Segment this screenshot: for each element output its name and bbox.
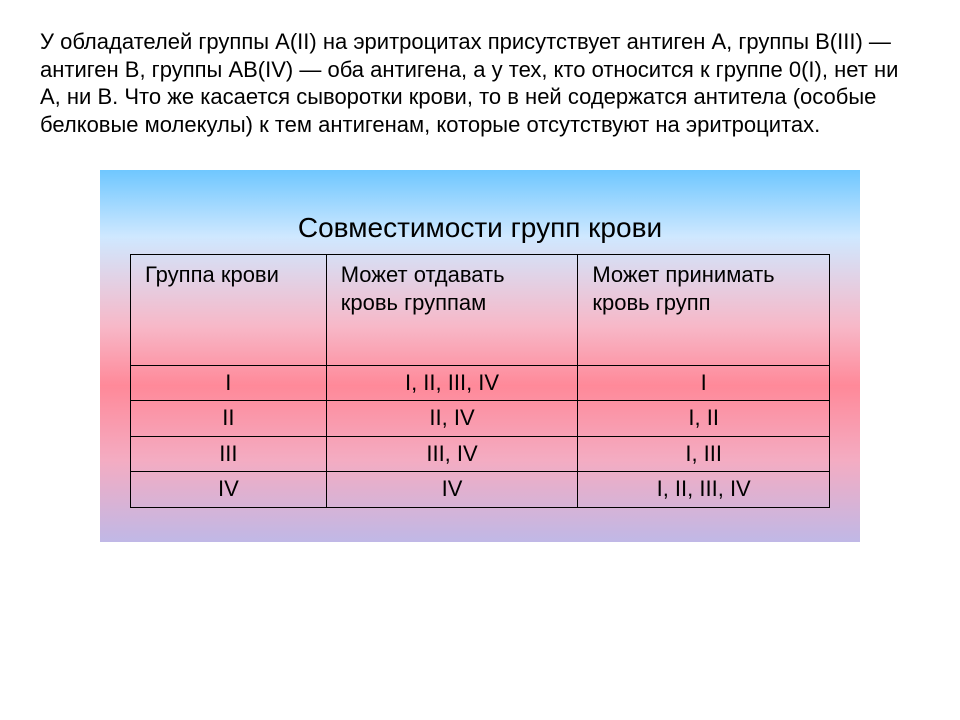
col-header-group: Группа крови	[131, 255, 327, 366]
table-row: I I, II, III, IV I	[131, 366, 830, 401]
cell-receive: I, III	[578, 436, 830, 471]
cell-group: I	[131, 366, 327, 401]
col-header-donate: Может отдавать кровь группам	[326, 255, 578, 366]
cell-receive: I	[578, 366, 830, 401]
intro-paragraph: У обладателей группы A(II) на эритроцита…	[40, 28, 920, 138]
cell-group: III	[131, 436, 327, 471]
cell-donate: II, IV	[326, 401, 578, 436]
compat-panel: Совместимости групп крови Группа крови М…	[100, 170, 860, 542]
table-row: II II, IV I, II	[131, 401, 830, 436]
cell-donate: IV	[326, 472, 578, 507]
col-header-receive: Может принимать кровь групп	[578, 255, 830, 366]
slide-page: У обладателей группы A(II) на эритроцита…	[0, 0, 960, 720]
compat-table: Группа крови Может отдавать кровь группа…	[130, 254, 830, 508]
cell-receive: I, II	[578, 401, 830, 436]
table-row: III III, IV I, III	[131, 436, 830, 471]
table-row: IV IV I, II, III, IV	[131, 472, 830, 507]
cell-group: IV	[131, 472, 327, 507]
cell-group: II	[131, 401, 327, 436]
panel-title: Совместимости групп крови	[130, 212, 830, 244]
cell-donate: I, II, III, IV	[326, 366, 578, 401]
table-header-row: Группа крови Может отдавать кровь группа…	[131, 255, 830, 366]
cell-receive: I, II, III, IV	[578, 472, 830, 507]
cell-donate: III, IV	[326, 436, 578, 471]
